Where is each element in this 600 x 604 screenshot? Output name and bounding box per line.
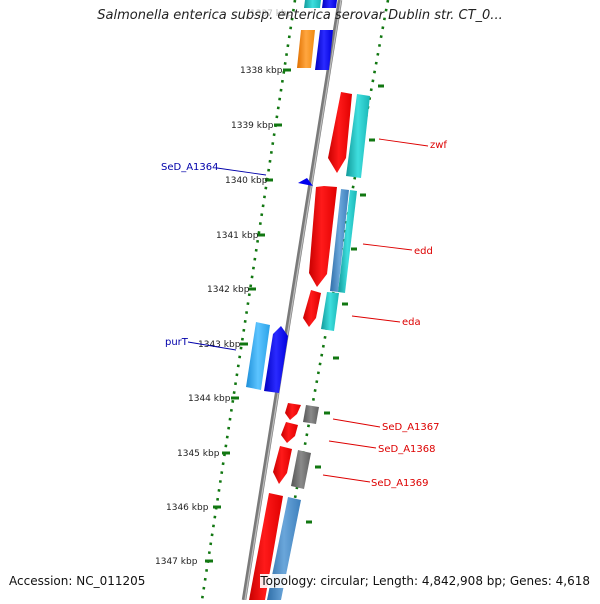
gene-edd-cyan[interactable] <box>338 190 357 293</box>
leader-line-sed-a1364 <box>216 167 267 176</box>
leader-line-purt <box>187 341 237 351</box>
gene-edd-red[interactable] <box>309 186 337 287</box>
gene-zwf-cyan[interactable] <box>346 94 370 178</box>
genome-backbone-highlight <box>244 0 342 601</box>
label-sed-a1367[interactable]: SeD_A1367 <box>382 422 440 433</box>
leader-line-sed-a1367 <box>332 418 381 428</box>
tick-label-1338: 1338 kbp <box>240 66 283 76</box>
gene-sed-a1367-gray[interactable] <box>303 405 319 424</box>
tick-label-1340: 1340 kbp <box>225 176 268 186</box>
gene-zwf-red[interactable] <box>328 92 352 173</box>
genome-title: Salmonella enterica subsp. enterica sero… <box>97 8 503 23</box>
tick-label-1339: 1339 kbp <box>231 121 274 131</box>
label-sed-a1368[interactable]: SeD_A1368 <box>378 444 436 455</box>
gene-red-bottom[interactable] <box>249 493 283 600</box>
label-edd[interactable]: edd <box>414 246 433 257</box>
gene-purt-sky[interactable] <box>246 322 270 390</box>
feature-cyan-top[interactable] <box>304 0 321 8</box>
label-purt[interactable]: purT <box>165 337 189 348</box>
genome-backbone <box>241 0 343 601</box>
label-sed-a1369[interactable]: SeD_A1369 <box>371 478 429 489</box>
leader-line-zwf <box>378 138 429 147</box>
feature-blue-top[interactable] <box>322 0 337 8</box>
tick-marks <box>205 68 384 563</box>
feature-orange[interactable] <box>297 30 315 68</box>
gene-sed-a1367-red[interactable] <box>285 403 301 420</box>
tick-label-1341: 1341 kbp <box>216 231 259 241</box>
gene-sed-a1369-gray[interactable] <box>291 450 311 489</box>
label-sed-a1364[interactable]: SeD_A1364 <box>161 162 219 173</box>
gene-eda-red[interactable] <box>303 290 321 327</box>
feature-blue-top-2[interactable] <box>315 30 333 70</box>
leader-line-sed-a1369 <box>322 474 371 483</box>
tick-label-1344: 1344 kbp <box>188 394 231 404</box>
label-zwf[interactable]: zwf <box>430 140 447 151</box>
tick-label-1347: 1347 kbp <box>155 557 198 567</box>
label-eda[interactable]: eda <box>402 317 421 328</box>
tick-label-1346: 1346 kbp <box>166 503 209 513</box>
leader-line-eda <box>351 315 401 323</box>
genome-summary-text: Topology: circular; Length: 4,842,908 bp… <box>260 574 590 588</box>
leader-line-edd <box>362 243 413 251</box>
accession-text: Accession: NC_011205 <box>9 574 146 588</box>
gene-sed-a1364[interactable] <box>298 178 313 186</box>
tick-label-1343: 1343 kbp <box>198 340 241 350</box>
leader-line-sed-a1368 <box>328 440 377 449</box>
gene-sed-a1369-red[interactable] <box>273 446 292 484</box>
gene-eda-cyan[interactable] <box>321 292 339 331</box>
inner-dotted-circle <box>200 0 297 601</box>
tick-label-1337: 1337 kbp <box>250 9 293 19</box>
tick-label-1345: 1345 kbp <box>177 449 220 459</box>
gene-purt-blue[interactable] <box>264 326 288 393</box>
gene-edd-steel[interactable] <box>330 189 349 292</box>
gene-sed-a1368-red[interactable] <box>281 422 298 443</box>
tick-label-1342: 1342 kbp <box>207 285 250 295</box>
